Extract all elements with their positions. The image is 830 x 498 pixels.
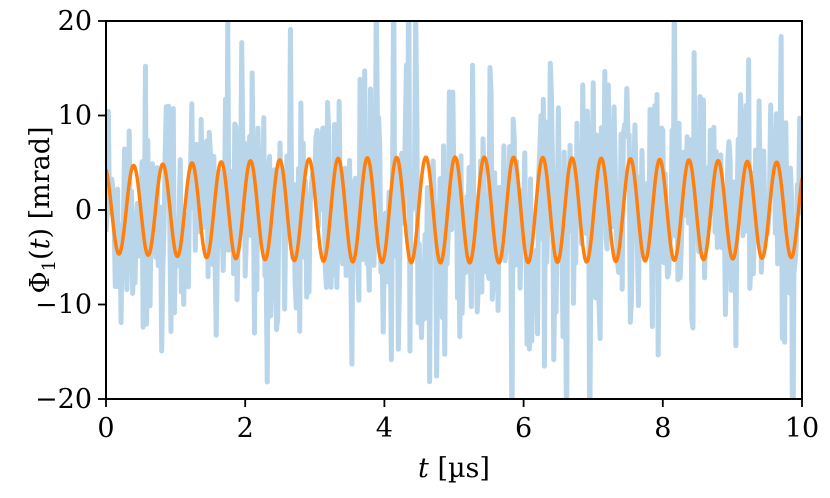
x-tick-label: 6: [515, 413, 532, 444]
x-tick-label: 2: [237, 413, 254, 444]
series-layer: [106, 21, 802, 399]
y-tick-label: −10: [35, 290, 92, 321]
x-tick-label: 4: [376, 413, 393, 444]
ticks-layer: 0 2 4 6 8 10 −20 −10 0 10 20: [35, 6, 819, 444]
x-tick-label: 8: [654, 413, 671, 444]
x-tick-label: 0: [97, 413, 114, 444]
series-measurement-line: [106, 21, 802, 399]
y-axis-label: Φ1(t) [mrad]: [25, 126, 60, 293]
y-tick-label: 10: [58, 101, 92, 132]
x-tick-label: 10: [785, 413, 819, 444]
y-tick-label: 0: [75, 195, 92, 226]
y-tick-label: 20: [58, 6, 92, 37]
y-tick-label: −20: [35, 384, 92, 415]
series-fit-line: [106, 155, 802, 265]
x-axis-label: t [µs]: [418, 453, 490, 484]
